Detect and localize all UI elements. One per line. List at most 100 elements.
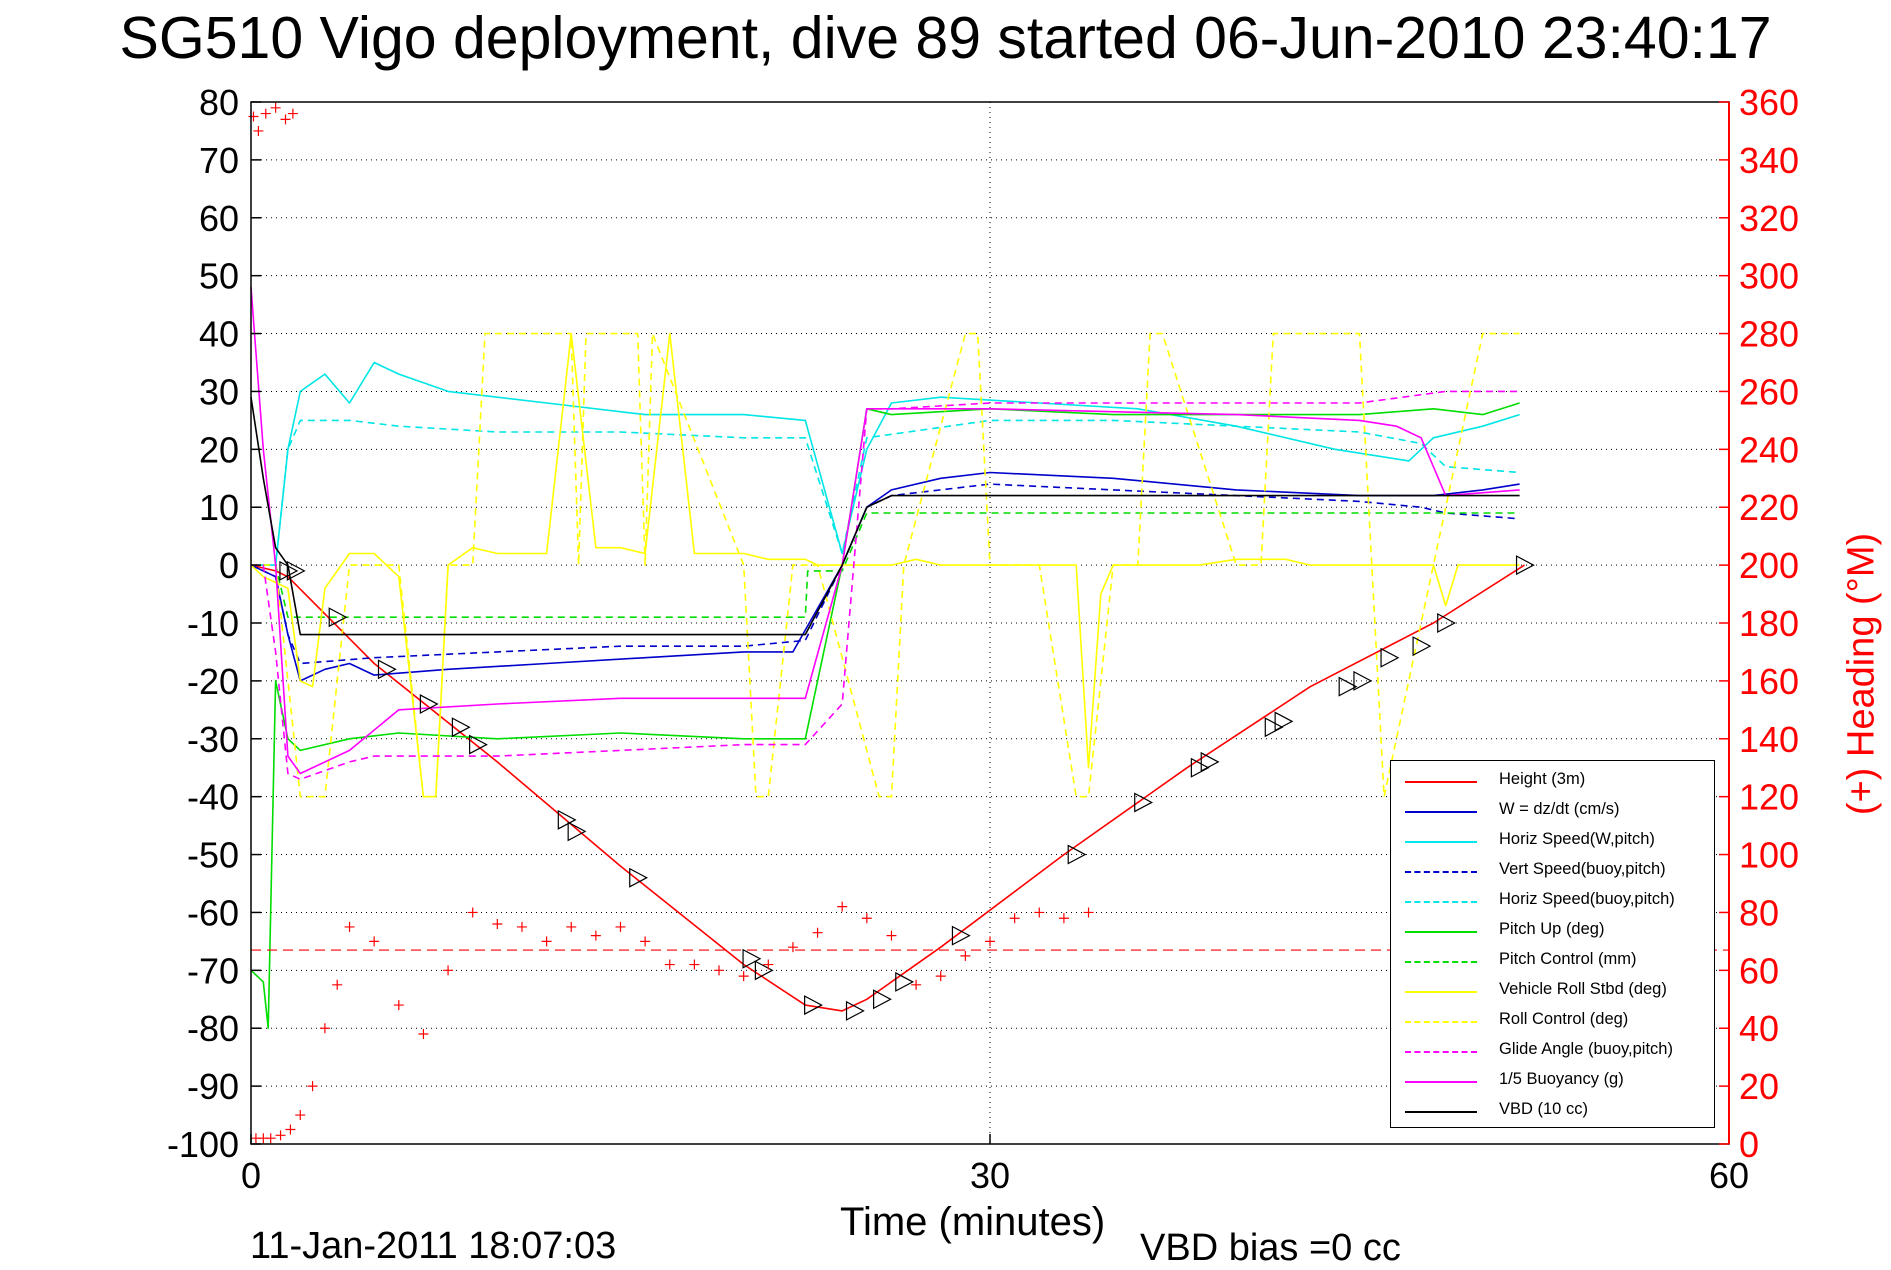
legend-swatch	[1405, 931, 1477, 933]
right-axis-ticks: 0 20 40 60 80 100 120 140 160 180 200 220 240 260 280 3…	[1719, 82, 1799, 1165]
heading-point	[985, 936, 995, 947]
series-line-pitch	[250, 402, 1520, 1029]
heading-point	[664, 959, 675, 970]
heading-point	[265, 1133, 276, 1144]
height-marker	[895, 971, 915, 992]
y2-tick-label: 360	[1739, 82, 1799, 123]
height-marker	[328, 607, 348, 628]
y2-tick-label: 100	[1739, 835, 1799, 876]
y-tick-label: 40	[199, 314, 239, 355]
legend-label: Height (3m)	[1499, 770, 1586, 788]
right-axis-label: (+) Heading (°M)	[1840, 532, 1883, 816]
y-tick-label: 70	[199, 140, 239, 181]
series-line-vbd	[250, 397, 1520, 636]
legend-label: Roll Control (deg)	[1499, 1010, 1629, 1028]
y-tick-label: -80	[187, 1008, 239, 1049]
height-marker	[1515, 555, 1535, 576]
heading-point	[1009, 913, 1020, 924]
height-marker	[1134, 792, 1154, 813]
heading-point	[615, 921, 626, 932]
legend-item-pitch: Pitch Up (deg)	[1391, 917, 1714, 947]
heading-point	[935, 971, 946, 982]
height-marker	[873, 989, 892, 1010]
height-marker	[469, 734, 488, 755]
y-tick-label: -20	[187, 661, 239, 702]
legend-swatch	[1405, 1051, 1477, 1053]
heading-point	[738, 971, 749, 982]
y2-tick-label: 280	[1739, 314, 1799, 355]
heading-point	[280, 114, 291, 125]
y2-tick-label: 120	[1739, 777, 1799, 818]
series-line-glide	[251, 390, 1520, 781]
height-marker	[742, 948, 762, 969]
y2-tick-label: 240	[1739, 429, 1799, 470]
height-marker	[804, 995, 823, 1016]
heading-point	[443, 965, 454, 976]
series-layer	[250, 287, 1525, 1029]
heading-point	[275, 1130, 286, 1141]
height-marker	[279, 560, 299, 581]
legend-label: Horiz Speed(buoy,pitch)	[1499, 890, 1675, 908]
legend-label: Horiz Speed(W,pitch)	[1499, 830, 1655, 848]
heading-point	[307, 1081, 318, 1092]
legend-label: Pitch Control (mm)	[1499, 950, 1637, 968]
heading-point	[590, 930, 601, 941]
y-tick-label: -60	[187, 892, 239, 933]
heading-point	[960, 950, 971, 961]
y2-tick-label: 340	[1739, 140, 1799, 181]
legend-swatch	[1405, 781, 1477, 783]
y-tick-label: -90	[187, 1066, 239, 1107]
y-tick-label: -50	[187, 835, 239, 876]
series-line-horiz_buoy	[251, 419, 1520, 566]
y2-tick-label: 80	[1739, 892, 1779, 933]
height-marker	[845, 1000, 865, 1021]
y2-tick-label: 0	[1739, 1124, 1759, 1165]
heading-point	[837, 901, 848, 912]
legend-swatch	[1405, 1111, 1477, 1113]
legend-item-buoyancy: 1/5 Buoyancy (g)	[1391, 1067, 1714, 1097]
heading-point	[812, 927, 823, 938]
height-marker	[1412, 636, 1432, 657]
heading-point	[640, 936, 651, 947]
heading-point	[787, 942, 798, 953]
series-line-vert_buoy	[250, 483, 1520, 665]
heading-point	[393, 1000, 404, 1011]
legend-item-horiz_w: Horiz Speed(W,pitch)	[1391, 827, 1714, 857]
height-marker	[629, 867, 649, 888]
x-tick-label: 30	[970, 1155, 1010, 1196]
heading-point	[763, 959, 774, 970]
x-axis-label: Time (minutes)	[840, 1200, 1106, 1244]
height-marker	[1067, 844, 1087, 865]
legend-swatch	[1405, 1021, 1477, 1023]
heading-point	[516, 921, 527, 932]
series-line-buoyancy	[250, 287, 1520, 775]
chart-title: SG510 Vigo deployment, dive 89 started 0…	[119, 5, 1772, 71]
height-marker	[1200, 751, 1220, 772]
legend-item-w: W = dz/dt (cm/s)	[1391, 797, 1714, 827]
y-tick-label: 80	[199, 82, 239, 123]
heading-point	[344, 921, 355, 932]
height-marker	[419, 694, 439, 715]
heading-point	[566, 921, 577, 932]
y2-tick-label: 20	[1739, 1066, 1779, 1107]
heading-point	[714, 965, 725, 976]
legend-label: Pitch Up (deg)	[1499, 920, 1605, 938]
series-line-height	[250, 564, 1525, 1012]
y2-tick-label: 320	[1739, 198, 1799, 239]
height-marker	[951, 925, 971, 946]
legend: Height (3m) W = dz/dt (cm/s) Horiz Speed(W…	[1390, 760, 1715, 1128]
height-marker	[754, 960, 774, 981]
heading-point	[886, 930, 897, 941]
legend-item-height: Height (3m)	[1391, 767, 1714, 797]
vbd-bias-footer: VBD bias =0 cc	[1140, 1227, 1401, 1269]
legend-label: Vehicle Roll Stbd (deg)	[1499, 980, 1667, 998]
left-axis-ticks: -100-90-80-70-60-50-40-30-20-10010203040…	[167, 82, 261, 1165]
legend-item-vert_buoy: Vert Speed(buoy,pitch)	[1391, 857, 1714, 887]
y2-tick-label: 260	[1739, 371, 1799, 412]
legend-item-glide: Glide Angle (buoy,pitch)	[1391, 1037, 1714, 1067]
legend-label: VBD (10 cc)	[1499, 1100, 1588, 1118]
legend-swatch	[1405, 991, 1477, 993]
height-marker	[1274, 711, 1294, 732]
y2-tick-label: 220	[1739, 487, 1799, 528]
y2-tick-label: 40	[1739, 1008, 1779, 1049]
